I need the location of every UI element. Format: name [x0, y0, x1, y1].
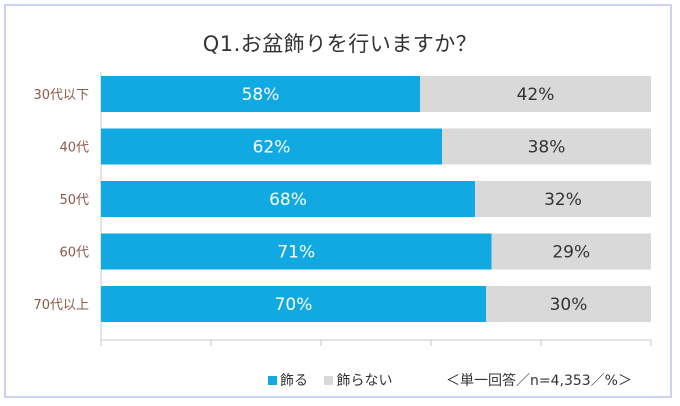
chart-title: Q1.お盆飾りを行いますか？: [202, 32, 478, 56]
category-label: 40代: [59, 141, 89, 156]
data-label: 58%: [242, 85, 280, 105]
legend-label-series-2: 飾らない: [336, 373, 393, 389]
bar-segment-series-1: [101, 76, 420, 112]
bar-segment-series-2: [486, 286, 651, 322]
sample-note: ＜単一回答／n=4,353／%＞: [446, 373, 632, 389]
bar-segment-series-1: [101, 181, 475, 217]
data-label: 71%: [277, 243, 315, 263]
data-label: 32%: [544, 190, 582, 210]
legend-swatch-series-2: [324, 375, 334, 385]
legend-item-series-2: 飾らない: [324, 373, 392, 389]
data-label: 70%: [275, 295, 313, 315]
bar-segment-series-2: [491, 233, 651, 270]
legend-swatch-series-1: [268, 375, 277, 385]
bar-segment-series-2: [442, 128, 651, 165]
data-label: 30%: [550, 295, 588, 315]
category-label: 30代以下: [33, 88, 89, 103]
bar-segment-series-1: [101, 128, 442, 165]
legend: 飾る 飾らない: [268, 370, 404, 390]
bar-segment-series-1: [101, 233, 492, 270]
data-label: 29%: [552, 243, 590, 263]
data-label: 62%: [253, 138, 291, 158]
legend-item-series-1: 飾る: [268, 373, 308, 389]
category-label: 50代: [59, 193, 89, 208]
legend-label-series-1: 飾る: [280, 373, 308, 389]
category-label: 60代: [59, 246, 89, 261]
data-label: 68%: [269, 190, 307, 210]
data-label: 42%: [517, 85, 555, 105]
data-label: 38%: [528, 138, 566, 158]
bar-segment-series-1: [101, 286, 486, 322]
bar-segment-series-2: [420, 76, 651, 112]
bar-segment-series-2: [475, 181, 651, 217]
category-label: 70代以上: [33, 298, 89, 313]
